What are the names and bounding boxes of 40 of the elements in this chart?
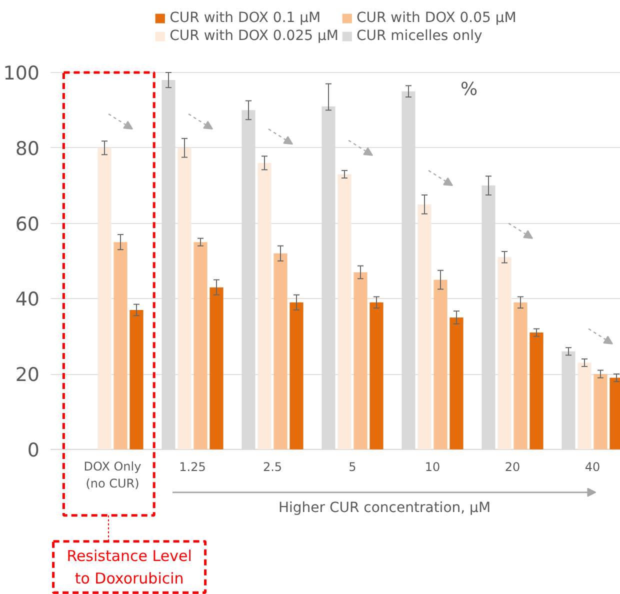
legend-label: CUR micelles only <box>356 28 482 44</box>
bar <box>290 302 304 450</box>
y-tick-label: 0 <box>27 439 40 462</box>
y-tick-label: 40 <box>15 288 40 311</box>
x-tick-label: 10 <box>424 460 440 474</box>
bar <box>178 148 192 450</box>
x-tick-label: DOX Only (no CUR) <box>84 459 142 490</box>
bar <box>258 162 272 450</box>
bar <box>274 253 288 450</box>
bar <box>98 148 112 450</box>
legend-label: CUR with DOX 0.025 μM <box>170 28 338 44</box>
y-tick-label: 20 <box>15 364 40 386</box>
x-tick-label: 5 <box>348 460 356 474</box>
bar <box>514 302 528 450</box>
x-tick-label: 20 <box>504 460 520 474</box>
text: Resistance Level to Doxorubicin <box>66 547 192 588</box>
bar <box>578 362 592 450</box>
bar <box>354 272 368 450</box>
bar <box>594 374 608 450</box>
bar <box>498 257 512 450</box>
bar <box>130 310 144 450</box>
y-tick-label: 60 <box>15 213 40 236</box>
bar <box>338 174 352 450</box>
bar <box>418 204 432 450</box>
bar <box>434 280 448 450</box>
y-tick-label: 80 <box>15 138 40 160</box>
bar <box>370 302 384 450</box>
bar <box>210 287 224 450</box>
x-tick-label: 1.25 <box>179 460 206 474</box>
x-axis-title: Higher CUR concentration, μM <box>278 500 491 516</box>
bar <box>450 317 464 450</box>
y-tick-label: 100 <box>3 62 40 84</box>
x-tick-label: 40 <box>584 460 600 474</box>
bar <box>530 332 544 450</box>
legend-label: CUR with DOX 0.1 μM <box>170 10 321 26</box>
y-axis-title: % <box>460 78 478 100</box>
bar <box>194 242 208 450</box>
x-tick-label: 2.5 <box>262 460 282 474</box>
bar <box>114 242 128 450</box>
legend-label: CUR with DOX 0.05 μM <box>356 10 516 26</box>
